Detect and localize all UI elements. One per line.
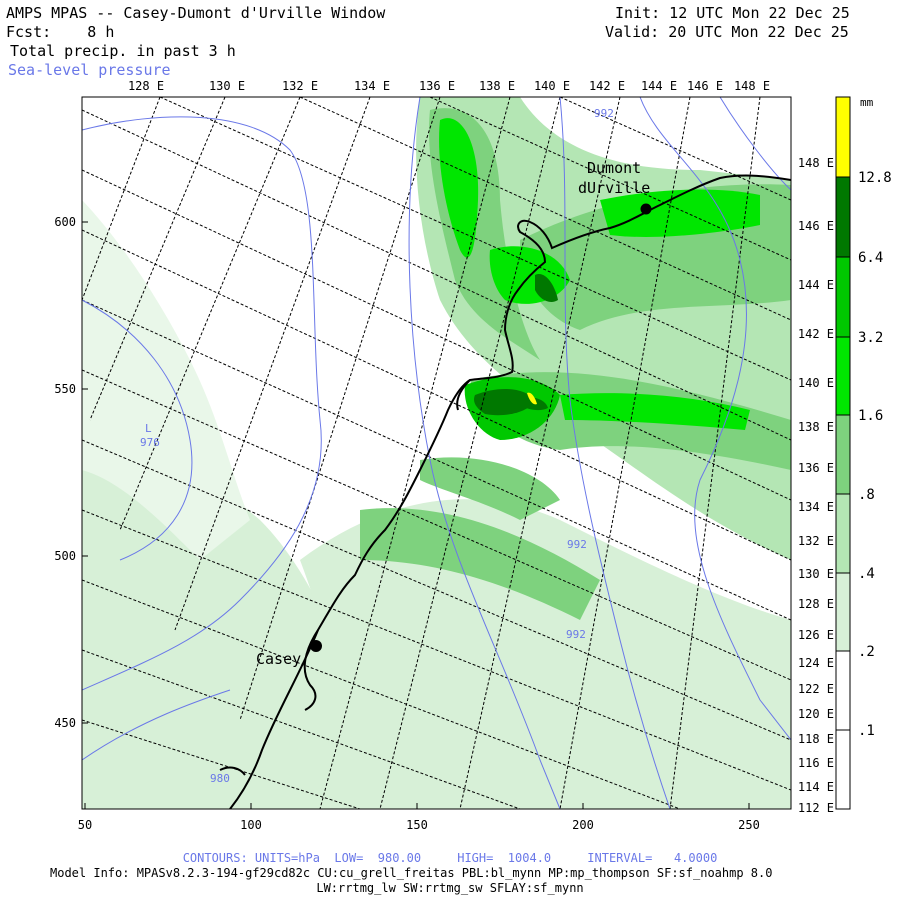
lon-label: 134 E [354,79,390,93]
casey-station-marker [310,640,322,652]
legend-level: .4 [858,566,875,582]
forecast-hour: Fcst: 8 h [6,23,115,41]
legend-level: 1.6 [858,408,883,424]
lon-label: 122 E [798,682,834,696]
legend-swatch [836,337,850,415]
contour-labels: 992 992 992 976 980 L [140,107,614,785]
y-label: 550 [54,382,76,396]
lon-label: 118 E [798,732,834,746]
lon-label: 138 E [798,420,834,434]
lon-label: 130 E [209,79,245,93]
lon-label: 128 E [128,79,164,93]
low-marker: L [145,422,152,435]
bottom-grid-axis: 50 100 150 200 250 [78,818,760,832]
coastline [219,174,791,809]
model-info-line2: LW:rrtmg_lw SW:rrtmg_sw SFLAY:sf_mynn [316,881,584,895]
lon-label: 144 E [641,79,677,93]
lon-label: 134 E [798,500,834,514]
legend-level: 3.2 [858,330,883,346]
lon-label: 142 E [798,327,834,341]
legend-swatch [836,494,850,573]
right-lon-axis: 148 E 146 E 144 E 142 E 140 E 138 E 136 … [798,156,834,815]
lon-label: 142 E [589,79,625,93]
precip-legend: mm 12.8 6.4 3.2 1.6 .8 .4 .2 .1 [835,96,892,810]
lon-label: 140 E [798,376,834,390]
precip-field [82,97,791,809]
model-info: Model Info: MPASv8.2.3-194-gf29cd82c CU:… [50,866,773,880]
dumont-label-line1: Dumont [587,159,641,177]
map-title: AMPS MPAS -- Casey-Dumont d'Urville Wind… [6,4,386,22]
contour-label: 976 [140,436,160,449]
legend-frame [835,96,851,810]
lon-label: 140 E [534,79,570,93]
legend-level: 12.8 [858,170,892,186]
lon-label: 148 E [734,79,770,93]
valid-time: Valid: 20 UTC Mon 22 Dec 25 [605,23,849,41]
graticule [82,97,791,809]
lon-label: 124 E [798,656,834,670]
lon-label: 136 E [798,461,834,475]
x-label: 100 [240,818,262,832]
init-time: Init: 12 UTC Mon 22 Dec 25 [615,4,850,22]
lon-label: 112 E [798,801,834,815]
contour-label: 980 [210,772,230,785]
dumont-durville-station-marker [640,203,652,215]
legend-swatch [836,97,850,177]
left-ticks [82,221,750,809]
lon-label: 132 E [798,534,834,548]
legend-level: .2 [858,644,875,660]
lon-label: 126 E [798,628,834,642]
legend-level: .1 [858,723,875,739]
legend-level: .8 [858,487,875,503]
left-grid-axis: 600 550 500 450 [54,215,76,730]
lon-label: 138 E [479,79,515,93]
lon-label: 132 E [282,79,318,93]
legend-level: 6.4 [858,250,883,266]
y-label: 450 [54,716,76,730]
overlay-name: Sea-level pressure [8,61,171,79]
legend-swatch [836,573,850,651]
contour-label: 992 [567,538,587,551]
map-frame [81,96,792,810]
legend-swatch [836,257,850,337]
x-label: 200 [572,818,594,832]
contour-label: 992 [594,107,614,120]
lon-label: 144 E [798,278,834,292]
y-label: 600 [54,215,76,229]
x-label: 50 [78,818,92,832]
contour-label: 992 [566,628,586,641]
dumont-label-line2: dUrville [578,179,650,197]
casey-label: Casey [256,650,301,668]
contours-info: CONTOURS: UNITS=hPa LOW= 980.00 HIGH= 10… [182,851,718,865]
x-label: 150 [406,818,428,832]
lon-label: 116 E [798,756,834,770]
lon-label: 148 E [798,156,834,170]
lon-label: 146 E [687,79,723,93]
isobars [82,97,791,809]
lon-label: 114 E [798,780,834,794]
legend-swatch [836,177,850,257]
y-label: 500 [54,549,76,563]
lon-label: 120 E [798,707,834,721]
top-lon-axis: 128 E 130 E 132 E 134 E 136 E 138 E 140 … [128,79,770,93]
lon-label: 128 E [798,597,834,611]
legend-swatch [836,415,850,494]
lon-label: 146 E [798,219,834,233]
legend-unit: mm [860,96,874,109]
lon-label: 130 E [798,567,834,581]
lon-label: 136 E [419,79,455,93]
x-label: 250 [738,818,760,832]
field-name: Total precip. in past 3 h [10,42,236,60]
